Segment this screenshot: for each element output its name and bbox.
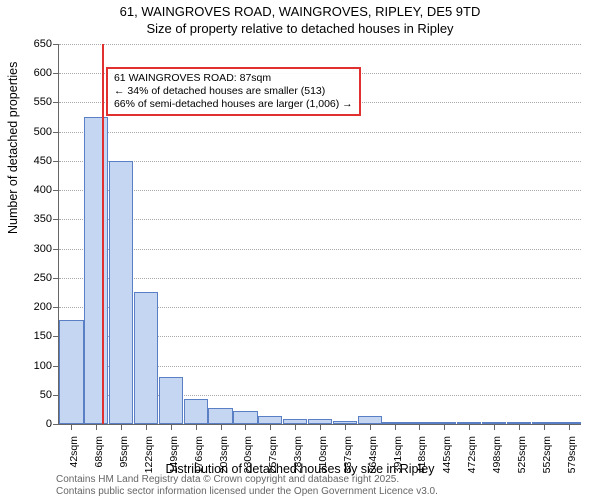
annotation-line-3: 66% of semi-detached houses are larger (… [114,98,353,110]
x-tick-label: 445sqm [441,436,453,486]
bar [184,399,208,424]
y-tick-label: 200 [12,301,52,313]
y-tick-label: 100 [12,360,52,372]
y-tick-label: 450 [12,155,52,167]
gridline [59,249,581,250]
footer-line-2: Contains public sector information licen… [56,486,438,497]
gridline [59,132,581,133]
y-tick-label: 650 [12,38,52,50]
y-tick-label: 500 [12,126,52,138]
y-tick-label: 150 [12,330,52,342]
x-tick-label: 579sqm [566,436,578,486]
title-line-1: 61, WAINGROVES ROAD, WAINGROVES, RIPLEY,… [0,4,600,21]
gridline [59,44,581,45]
x-tick-label: 472sqm [466,436,478,486]
y-tick-label: 250 [12,272,52,284]
bar [358,416,382,424]
bar [84,117,108,424]
bar [134,292,158,424]
x-tick-label: 498sqm [491,436,503,486]
gridline [59,190,581,191]
bar [258,416,282,424]
bar [233,411,257,424]
annotation-box: 61 WAINGROVES ROAD: 87sqm← 34% of detach… [106,67,361,116]
y-tick-label: 0 [12,418,52,430]
bar [208,408,232,424]
annotation-line-2: ← 34% of detached houses are smaller (51… [114,85,325,97]
y-tick-label: 300 [12,243,52,255]
x-tick-label: 525sqm [516,436,528,486]
plot-area: 61 WAINGROVES ROAD: 87sqm← 34% of detach… [58,44,581,425]
bar [109,161,133,424]
gridline [59,161,581,162]
chart-container: 61, WAINGROVES ROAD, WAINGROVES, RIPLEY,… [0,0,600,500]
annotation-line-1: 61 WAINGROVES ROAD: 87sqm [114,72,271,84]
x-tick-label: 552sqm [541,436,553,486]
bar [59,320,83,424]
gridline [59,219,581,220]
y-tick-label: 350 [12,213,52,225]
y-axis-label: Number of detached properties [6,62,20,234]
footer-line-1: Contains HM Land Registry data © Crown c… [56,474,399,485]
y-tick-label: 50 [12,389,52,401]
title-line-2: Size of property relative to detached ho… [0,21,600,38]
y-tick-label: 550 [12,96,52,108]
y-tick-label: 600 [12,67,52,79]
y-tick-label: 400 [12,184,52,196]
marker-line [102,44,104,424]
chart-title: 61, WAINGROVES ROAD, WAINGROVES, RIPLEY,… [0,0,600,38]
bar [159,377,183,424]
footer-attribution: Contains HM Land Registry data © Crown c… [56,474,438,498]
gridline [59,278,581,279]
